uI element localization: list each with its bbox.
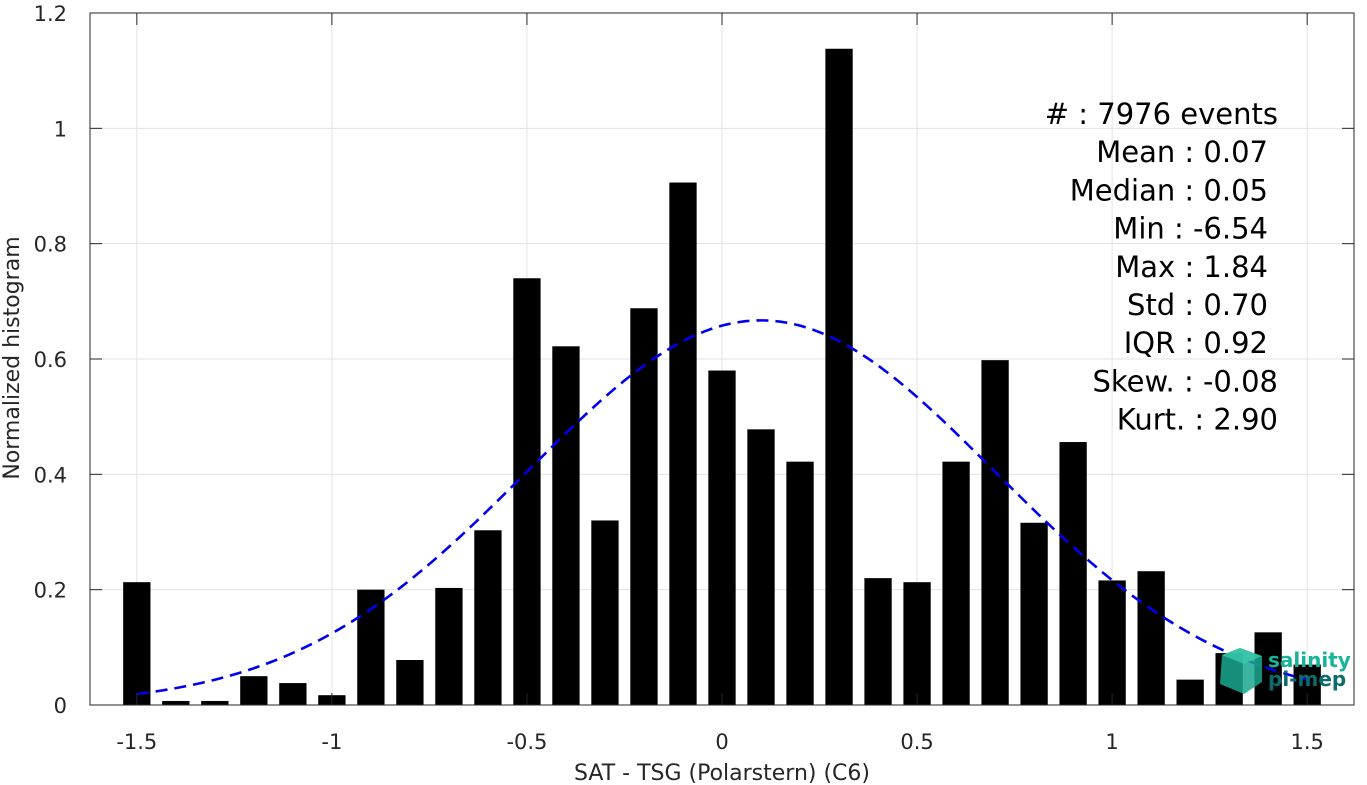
histogram-bar-13 — [630, 308, 658, 705]
histogram-bar-12 — [591, 520, 619, 705]
x-tick-label-5: 1 — [1105, 730, 1118, 754]
histogram-bar-11 — [552, 346, 580, 705]
histogram-bar-19 — [864, 578, 892, 705]
histogram-bar-24 — [1059, 442, 1087, 705]
x-tick-label-0: -1.5 — [116, 730, 157, 754]
y-tick-label-5: 1 — [54, 117, 67, 141]
logo-line2: pi-mep — [1268, 667, 1346, 691]
histogram-bar-21 — [942, 461, 970, 705]
histogram-bars — [123, 48, 1321, 706]
logo-cube-face — [1222, 648, 1262, 664]
histogram-bar-16 — [747, 429, 775, 705]
x-axis-label: SAT - TSG (Polarstern) (C6) — [574, 761, 870, 785]
y-axis-ticks: 0 0.2 0.4 0.6 0.8 1 1.2 — [34, 2, 1354, 718]
stat-line-3: Min : -6.54 — [1113, 212, 1268, 246]
histogram-bar-6 — [357, 589, 385, 705]
y-axis-label: Normalized histogram — [0, 236, 25, 479]
y-tick-label-1: 0.2 — [34, 579, 67, 603]
histogram-bar-7 — [396, 660, 424, 705]
gaussian-fit-curve — [136, 319, 1308, 696]
x-tick-label-4: 0.5 — [900, 730, 933, 754]
y-tick-label-0: 0 — [54, 694, 67, 718]
stat-line-5: Std : 0.70 — [1127, 288, 1268, 322]
histogram-bar-27 — [1176, 679, 1204, 705]
histogram-bar-26 — [1137, 571, 1165, 705]
histogram-bar-14 — [669, 182, 697, 706]
x-tick-label-6: 1.5 — [1290, 730, 1323, 754]
stat-line-4: Max : 1.84 — [1115, 250, 1268, 284]
stat-line-2: Median : 0.05 — [1070, 173, 1268, 207]
logo-line1: salinity — [1268, 648, 1351, 672]
stat-line-1: Mean : 0.07 — [1096, 135, 1268, 169]
x-axis-ticks: -1.5 -1 -0.5 0 0.5 1 1.5 — [116, 13, 1324, 754]
x-tick-label-3: 0 — [715, 730, 728, 754]
y-tick-label-4: 0.8 — [34, 233, 67, 257]
stat-line-0: # : 7976 events — [1045, 97, 1278, 131]
x-tick-label-1: -1 — [321, 730, 342, 754]
y-tick-label-3: 0.6 — [34, 348, 67, 372]
histogram-bar-22 — [981, 360, 1009, 705]
histogram-bar-1 — [162, 700, 190, 705]
y-tick-label-6: 1.2 — [34, 2, 67, 26]
salinity-pi-mep-logo: salinity pi-mep — [1220, 648, 1351, 694]
histogram-bar-10 — [513, 278, 541, 705]
histogram-bar-23 — [1020, 522, 1048, 705]
histogram-bar-4 — [279, 683, 307, 705]
stat-line-7: Skew. : -0.08 — [1092, 364, 1278, 398]
histogram-bar-17 — [786, 461, 814, 705]
histogram-bar-3 — [240, 676, 268, 705]
histogram-bar-9 — [474, 530, 502, 705]
histogram-bar-2 — [201, 700, 229, 705]
x-tick-label-2: -0.5 — [506, 730, 547, 754]
histogram-bar-25 — [1098, 580, 1126, 705]
stat-line-6: IQR : 0.92 — [1124, 326, 1268, 360]
histogram-bar-18 — [825, 48, 853, 705]
statistics-box: # : 7976 events Mean : 0.07 Median : 0.05 M… — [1045, 97, 1278, 437]
histogram-bar-20 — [903, 582, 931, 705]
histogram-bar-15 — [708, 370, 736, 705]
stat-line-8: Kurt. : 2.90 — [1117, 403, 1278, 437]
histogram-bar-8 — [435, 587, 463, 705]
y-tick-label-2: 0.4 — [34, 463, 67, 487]
histogram-bar-0 — [123, 582, 151, 705]
